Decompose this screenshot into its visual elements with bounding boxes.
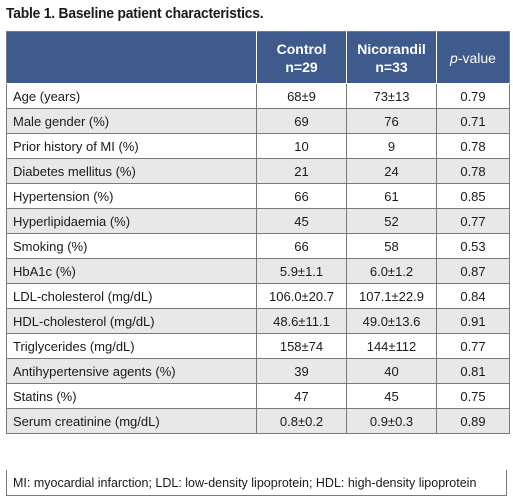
table-row: LDL-cholesterol (mg/dL) 106.0±20.7 107.1±2… <box>6 283 510 309</box>
row-control-value: 0.8±0.2 <box>256 408 347 434</box>
row-nicorandil-value: 58 <box>346 233 437 259</box>
row-label: LDL-cholesterol (mg/dL) <box>6 283 257 309</box>
row-pvalue: 0.85 <box>436 183 510 209</box>
row-pvalue: 0.77 <box>436 208 510 234</box>
row-pvalue: 0.87 <box>436 258 510 284</box>
header-pvalue-p: p <box>450 49 458 66</box>
row-pvalue: 0.78 <box>436 133 510 159</box>
row-control-value: 68±9 <box>256 83 347 109</box>
header-control-n: n=29 <box>285 58 318 75</box>
row-label: Age (years) <box>6 83 257 109</box>
row-label: Diabetes mellitus (%) <box>6 158 257 184</box>
row-control-value: 10 <box>256 133 347 159</box>
row-nicorandil-value: 144±112 <box>346 333 437 359</box>
row-nicorandil-value: 6.0±1.2 <box>346 258 437 284</box>
table-row: HbA1c (%) 5.9±1.1 6.0±1.2 0.87 <box>6 258 510 284</box>
row-pvalue: 0.81 <box>436 358 510 384</box>
row-control-value: 66 <box>256 183 347 209</box>
header-pvalue: p-value <box>436 31 510 84</box>
header-control: Control n=29 <box>256 31 347 84</box>
row-label: Serum creatinine (mg/dL) <box>6 408 257 434</box>
row-label: HbA1c (%) <box>6 258 257 284</box>
row-label: Hyperlipidaemia (%) <box>6 208 257 234</box>
row-control-value: 39 <box>256 358 347 384</box>
table-footnote: MI: myocardial infarction; LDL: low-dens… <box>6 470 507 496</box>
row-control-value: 106.0±20.7 <box>256 283 347 309</box>
header-row: Control n=29 Nicorandil n=33 p-value <box>6 31 510 84</box>
row-label: Male gender (%) <box>6 108 257 134</box>
row-label: Statins (%) <box>6 383 257 409</box>
row-control-value: 47 <box>256 383 347 409</box>
table-row: HDL-cholesterol (mg/dL) 48.6±11.1 49.0±13.… <box>6 308 510 334</box>
row-nicorandil-value: 24 <box>346 158 437 184</box>
row-nicorandil-value: 45 <box>346 383 437 409</box>
table-row: Antihypertensive agents (%) 39 40 0.81 <box>6 358 510 384</box>
row-nicorandil-value: 73±13 <box>346 83 437 109</box>
row-pvalue: 0.78 <box>436 158 510 184</box>
row-pvalue: 0.53 <box>436 233 510 259</box>
header-nicorandil-label: Nicorandil <box>357 40 426 57</box>
header-control-label: Control <box>276 40 327 57</box>
row-control-value: 69 <box>256 108 347 134</box>
table-row: Prior history of MI (%) 10 9 0.78 <box>6 133 510 159</box>
table-body: Age (years) 68±9 73±13 0.79 Male gender (%) 6… <box>6 83 510 434</box>
row-label: HDL-cholesterol (mg/dL) <box>6 308 257 334</box>
header-nicorandil-n: n=33 <box>375 58 408 75</box>
row-pvalue: 0.84 <box>436 283 510 309</box>
table-caption: Table 1. Baseline patient characteristic… <box>6 5 264 22</box>
row-nicorandil-value: 0.9±0.3 <box>346 408 437 434</box>
row-pvalue: 0.89 <box>436 408 510 434</box>
table-row: Hyperlipidaemia (%) 45 52 0.77 <box>6 208 510 234</box>
header-pvalue-rest: -value <box>457 49 496 66</box>
row-label: Prior history of MI (%) <box>6 133 257 159</box>
row-nicorandil-value: 49.0±13.6 <box>346 308 437 334</box>
table-row: Male gender (%) 69 76 0.71 <box>6 108 510 134</box>
table-header: Control n=29 Nicorandil n=33 p-value <box>6 31 510 84</box>
row-control-value: 158±74 <box>256 333 347 359</box>
row-control-value: 21 <box>256 158 347 184</box>
table-row: Serum creatinine (mg/dL) 0.8±0.2 0.9±0.3 0.… <box>6 408 510 434</box>
row-nicorandil-value: 52 <box>346 208 437 234</box>
table-row: Statins (%) 47 45 0.75 <box>6 383 510 409</box>
row-control-value: 66 <box>256 233 347 259</box>
row-control-value: 48.6±11.1 <box>256 308 347 334</box>
row-nicorandil-value: 61 <box>346 183 437 209</box>
row-pvalue: 0.77 <box>436 333 510 359</box>
table-row: Diabetes mellitus (%) 21 24 0.78 <box>6 158 510 184</box>
header-nicorandil: Nicorandil n=33 <box>346 31 437 84</box>
row-nicorandil-value: 9 <box>346 133 437 159</box>
row-nicorandil-value: 40 <box>346 358 437 384</box>
row-control-value: 45 <box>256 208 347 234</box>
row-pvalue: 0.91 <box>436 308 510 334</box>
row-pvalue: 0.71 <box>436 108 510 134</box>
row-pvalue: 0.75 <box>436 383 510 409</box>
row-label: Triglycerides (mg/dL) <box>6 333 257 359</box>
row-pvalue: 0.79 <box>436 83 510 109</box>
table-row: Hypertension (%) 66 61 0.85 <box>6 183 510 209</box>
row-control-value: 5.9±1.1 <box>256 258 347 284</box>
header-empty-cell <box>6 31 257 84</box>
row-label: Antihypertensive agents (%) <box>6 358 257 384</box>
table-row: Age (years) 68±9 73±13 0.79 <box>6 83 510 109</box>
table-row: Smoking (%) 66 58 0.53 <box>6 233 510 259</box>
row-nicorandil-value: 107.1±22.9 <box>346 283 437 309</box>
row-nicorandil-value: 76 <box>346 108 437 134</box>
table-container: Control n=29 Nicorandil n=33 p-value Age… <box>6 31 510 434</box>
baseline-characteristics-table: Control n=29 Nicorandil n=33 p-value Age… <box>6 31 510 434</box>
row-label: Smoking (%) <box>6 233 257 259</box>
table-row: Triglycerides (mg/dL) 158±74 144±112 0.77 <box>6 333 510 359</box>
row-label: Hypertension (%) <box>6 183 257 209</box>
